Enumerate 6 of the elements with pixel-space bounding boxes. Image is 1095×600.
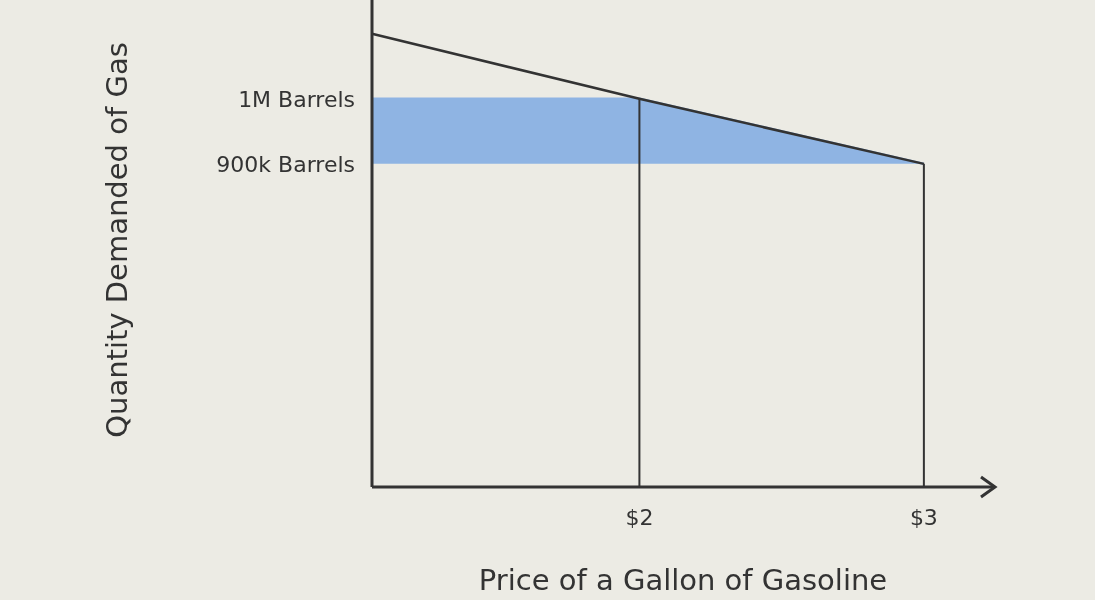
y-tick-label: 1M Barrels <box>238 86 355 112</box>
x-tick-label: $3 <box>909 505 938 530</box>
y-tick-label: 900k Barrels <box>216 151 355 177</box>
y-axis-title: Quantity Demanded of Gas <box>100 42 134 438</box>
x-tick-label: $2 <box>625 505 654 530</box>
x-axis-title: Price of a Gallon of Gasoline <box>478 563 888 597</box>
